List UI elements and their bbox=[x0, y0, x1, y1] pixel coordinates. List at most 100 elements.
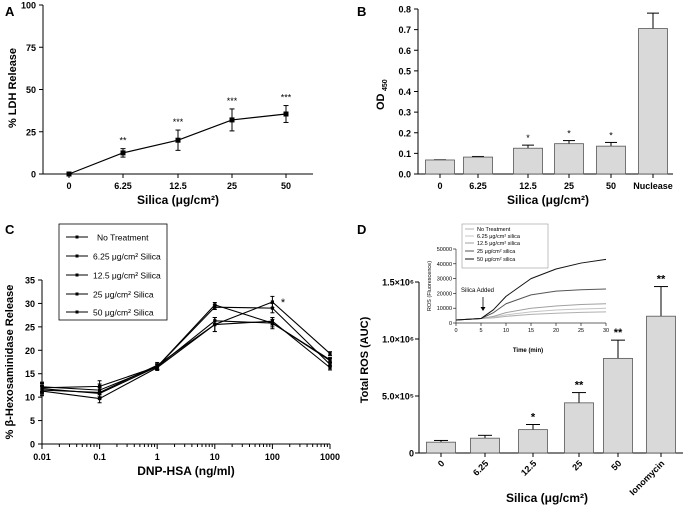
arrow-head-icon bbox=[480, 307, 486, 311]
panel-label: A bbox=[5, 4, 15, 19]
inset-y-tick-label: 20000 bbox=[437, 291, 452, 297]
inset-x-tick-label: 5 bbox=[479, 328, 482, 334]
x-tick-label: 12.5 bbox=[519, 181, 537, 191]
x-tick-label: 1 bbox=[155, 452, 160, 462]
inset-x-tick-label: 20 bbox=[553, 328, 559, 334]
bar bbox=[638, 28, 668, 175]
x-axis-label: DNP-HSA (ng/ml) bbox=[137, 464, 235, 478]
x-tick-label: 50 bbox=[609, 458, 623, 472]
y-tick-label: 0.0 bbox=[398, 170, 411, 180]
significance-marker: *** bbox=[281, 93, 292, 103]
legend-label: No Treatment bbox=[97, 233, 149, 243]
x-tick-label: 1000 bbox=[320, 452, 340, 462]
y-tick-label: 0 bbox=[31, 170, 36, 180]
inset-x-axis-label: Time (min) bbox=[513, 348, 543, 354]
panel-label: C bbox=[5, 222, 15, 237]
x-axis-label: Silica (μg/cm²) bbox=[506, 491, 588, 505]
significance-marker: * bbox=[526, 133, 530, 143]
y-tick-label: 0.8 bbox=[398, 5, 411, 15]
data-point bbox=[213, 319, 217, 323]
data-point bbox=[213, 305, 217, 309]
inset-legend-label: No Treatment bbox=[477, 227, 511, 233]
x-tick-label: 0 bbox=[436, 458, 447, 469]
significance-marker: *** bbox=[173, 117, 184, 127]
legend-label: 6.25 μg/cm² Silica bbox=[93, 252, 161, 262]
data-point bbox=[270, 300, 274, 304]
data-point bbox=[98, 391, 102, 395]
data-point bbox=[120, 150, 126, 156]
y-tick-label: 5 bbox=[30, 416, 35, 426]
significance-marker: * bbox=[531, 412, 536, 424]
y-tick-label: 0.6 bbox=[398, 46, 411, 56]
data-point bbox=[229, 117, 235, 123]
significance-marker: * bbox=[609, 130, 613, 140]
bar bbox=[554, 143, 584, 175]
bar bbox=[470, 437, 500, 454]
y-tick-label: 0.1 bbox=[398, 149, 411, 159]
y-tick-label: 75 bbox=[26, 43, 36, 53]
x-axis-label: Silica (μg/cm²) bbox=[507, 193, 589, 207]
x-tick-label: 25 bbox=[570, 458, 584, 472]
bar bbox=[513, 147, 543, 175]
x-tick-label: 25 bbox=[564, 181, 574, 191]
inset-x-tick-label: 0 bbox=[454, 328, 457, 334]
data-point bbox=[328, 351, 332, 356]
x-tick-label: Nuclease bbox=[633, 181, 673, 191]
bar bbox=[564, 402, 594, 454]
y-tick-label: 0.4 bbox=[398, 87, 411, 97]
bar bbox=[518, 429, 548, 454]
y-tick-label: 25 bbox=[26, 127, 36, 137]
bar bbox=[646, 315, 676, 454]
significance-marker: * bbox=[281, 297, 286, 309]
x-tick-label: 0.01 bbox=[33, 452, 51, 462]
x-tick-label: 100 bbox=[265, 452, 280, 462]
inset-annotation: Silica Added bbox=[461, 288, 494, 294]
y-tick-label: 0.7 bbox=[398, 25, 411, 35]
x-tick-label: 10 bbox=[210, 452, 220, 462]
x-tick-label: 6.25 bbox=[114, 181, 132, 191]
legend-marker bbox=[75, 254, 79, 258]
inset-series-line bbox=[455, 303, 607, 321]
data-point bbox=[270, 321, 274, 325]
y-axis-label-subscript: 450 bbox=[382, 79, 389, 91]
legend-label: 25 μg/cm² Silica bbox=[93, 290, 154, 300]
legend-label: 12.5 μg/cm² Silica bbox=[93, 271, 161, 281]
legend-marker bbox=[75, 292, 79, 296]
y-tick-label: 30 bbox=[25, 299, 35, 309]
y-axis-label: % LDH Release bbox=[7, 48, 19, 128]
series-line bbox=[41, 320, 331, 394]
inset-series-line bbox=[455, 258, 607, 321]
data-point bbox=[283, 111, 289, 117]
inset-legend bbox=[461, 223, 549, 269]
significance-marker: ** bbox=[119, 136, 127, 146]
x-tick-label: 6.25 bbox=[471, 458, 490, 477]
data-point bbox=[66, 171, 72, 177]
legend-marker bbox=[75, 310, 79, 314]
y-tick-label: 50 bbox=[26, 85, 36, 95]
y-tick-label: 0 bbox=[409, 449, 414, 459]
inset-x-tick-label: 15 bbox=[528, 328, 534, 334]
y-tick-label: 0 bbox=[30, 440, 35, 450]
y-tick-label: 15 bbox=[25, 369, 35, 379]
x-tick-label: 50 bbox=[281, 181, 291, 191]
x-tick-label: 12.5 bbox=[519, 458, 538, 477]
significance-marker: * bbox=[567, 129, 571, 139]
y-axis-label: % β-Hexosaminidase Release bbox=[4, 285, 16, 440]
inset-y-tick-label: 0 bbox=[449, 321, 452, 327]
data-point bbox=[175, 137, 181, 143]
x-tick-label: Ionomycin bbox=[628, 458, 667, 497]
data-point bbox=[328, 362, 332, 366]
inset-legend-label: 12.5 μg/cm² silica bbox=[477, 241, 521, 247]
bar bbox=[425, 159, 455, 175]
data-point bbox=[155, 365, 159, 369]
inset-x-tick-label: 10 bbox=[503, 328, 509, 334]
y-tick-label: 10 bbox=[25, 393, 35, 403]
y-axis-label: Total ROS (AUC) bbox=[359, 316, 371, 403]
inset-y-tick-label: 50000 bbox=[437, 247, 452, 253]
legend bbox=[58, 223, 168, 321]
data-point bbox=[328, 366, 332, 370]
panel-label: D bbox=[357, 222, 366, 237]
y-tick-label: 25 bbox=[25, 322, 35, 332]
x-tick-label: 6.25 bbox=[469, 181, 487, 191]
